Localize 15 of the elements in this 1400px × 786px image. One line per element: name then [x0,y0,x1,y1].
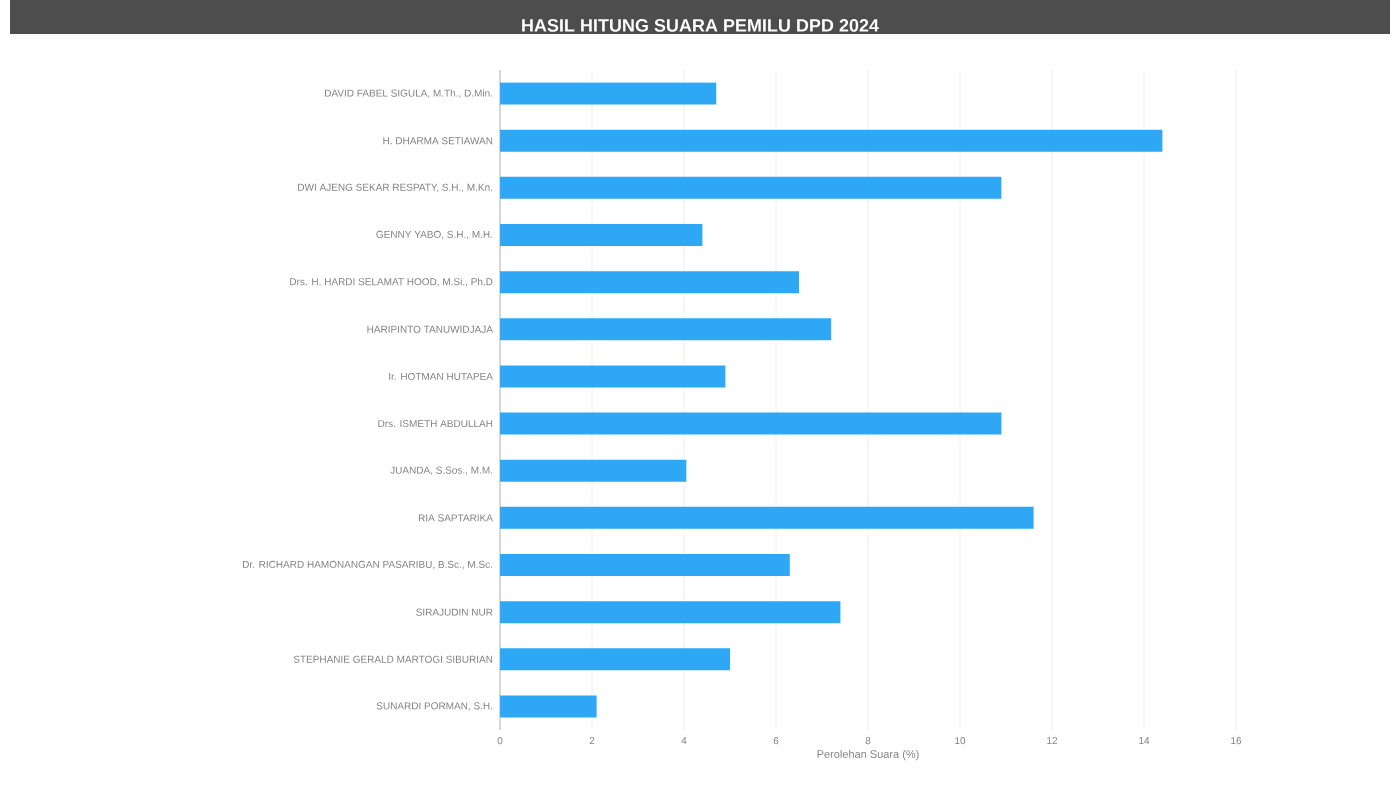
bar [500,82,717,105]
bar [500,318,832,341]
bar [500,365,726,388]
bar [500,176,1002,199]
bar [500,506,1034,529]
bar [500,224,703,246]
bar [500,459,687,482]
bar [500,695,597,718]
bar [500,648,731,671]
bar [500,601,841,624]
bar [500,129,1163,152]
bar [500,271,800,294]
chart-title: HASIL HITUNG SUARA PEMILU DPD 2024 [522,19,879,32]
bar [500,412,1002,435]
bar [500,554,790,577]
